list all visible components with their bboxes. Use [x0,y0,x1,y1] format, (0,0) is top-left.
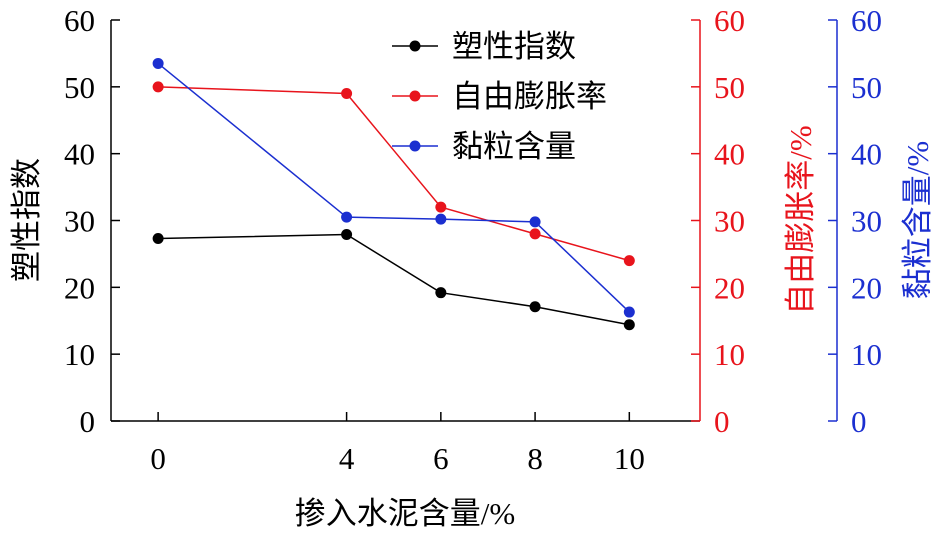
series-layer [152,57,635,331]
right-axis-title-clay: 黏粒含量/% [900,141,935,299]
legend-label: 自由膨胀率 [452,79,607,114]
x-tick-label: 6 [433,441,449,476]
data-point [623,306,635,318]
right-axis-title-swelling: 自由膨胀率/% [783,125,818,314]
left-y-tick-label: 50 [64,70,95,105]
data-point [152,81,164,93]
right2-y-tick-label: 10 [851,337,882,372]
x-tick-label: 8 [527,441,543,476]
data-point [435,201,447,213]
right1-y-tick-label: 20 [714,270,745,305]
series-line-0 [158,233,630,326]
data-point [435,213,447,225]
right2-y-tick-label: 60 [851,3,882,38]
right1-y-tick-label: 10 [714,337,745,372]
left-axis-title: 塑性指数 [9,158,44,282]
left-y-tick-label: 60 [64,3,95,38]
left-y-tick-label: 30 [64,204,95,239]
data-point [341,229,353,241]
right1-y-tick-label: 40 [714,137,745,172]
data-point [435,287,447,299]
data-point [152,233,164,245]
right2-y-tick-label: 40 [851,137,882,172]
right1-y-tick-label: 50 [714,70,745,105]
legend-marker [409,90,421,102]
legend-label: 塑性指数 [452,29,576,64]
right2-y-tick-label: 50 [851,70,882,105]
x-tick-label: 10 [614,441,645,476]
data-point [529,228,541,240]
right2-y-tick-label: 20 [851,270,882,305]
legend-label: 黏粒含量 [452,129,576,164]
right1-y-tick-label: 30 [714,204,745,239]
right1-y-tick-label: 60 [714,3,745,38]
legend-marker [409,140,421,152]
data-point [341,211,353,223]
x-tick-label: 0 [150,441,166,476]
legend-marker [409,40,421,52]
data-point [529,216,541,228]
right1-y-tick-label: 0 [714,404,730,439]
axis-labels: 掺入水泥含量/% 塑性指数 自由膨胀率/% 黏粒含量/% [9,125,935,531]
data-point [623,255,635,267]
data-point [152,57,164,69]
right2-y-tick-label: 0 [851,404,867,439]
left-y-tick-label: 20 [64,270,95,305]
left-y-tick-label: 10 [64,337,95,372]
x-tick-label: 4 [339,441,355,476]
x-axis-title: 掺入水泥含量/% [295,496,515,531]
axes-layer: 0 4 6 8 10 0 10 20 30 40 50 60 0 10 20 30 40 50 60 0 10 20 30 4… [64,3,882,476]
left-y-tick-label: 40 [64,137,95,172]
data-point [341,88,353,100]
left-y-tick-label: 0 [80,404,96,439]
data-point [529,301,541,313]
data-point [623,319,635,331]
right2-y-tick-label: 30 [851,204,882,239]
